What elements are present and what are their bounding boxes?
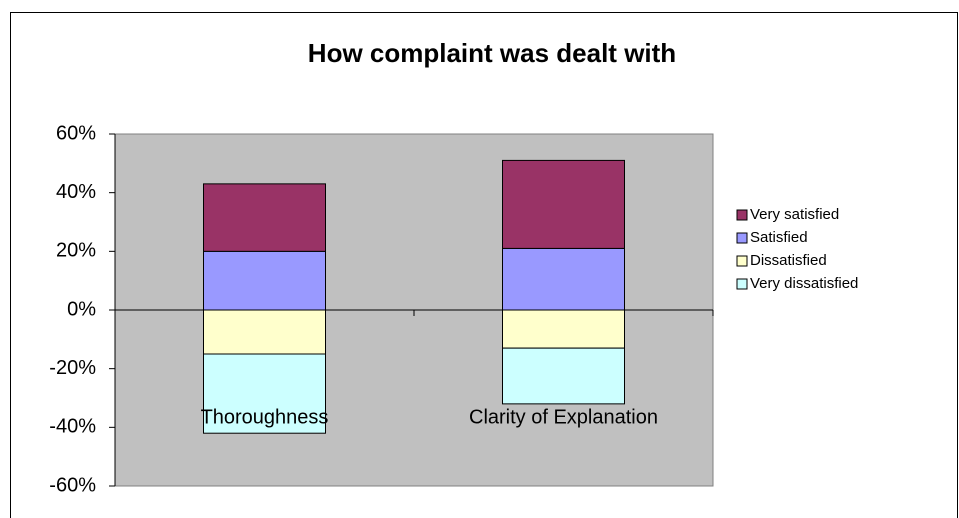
y-tick-label: 20%	[56, 240, 96, 262]
y-tick-label: -60%	[49, 474, 96, 496]
bar-segment	[203, 309, 326, 355]
bar-segment	[203, 250, 326, 311]
legend-label: Dissatisfied	[750, 252, 827, 269]
legend-swatch	[736, 278, 748, 290]
bar-segment	[502, 159, 625, 249]
y-tick-label: 40%	[56, 181, 96, 203]
bar-segment	[203, 183, 326, 252]
legend-label: Very dissatisfied	[750, 275, 858, 292]
x-tick-label: Clarity of Explanation	[469, 406, 658, 428]
bar-segment	[203, 353, 326, 434]
bar-segment	[502, 347, 625, 405]
legend-swatch	[736, 209, 748, 221]
bar-segment	[502, 247, 625, 311]
x-tick-label: Thoroughness	[201, 406, 329, 428]
bar-segment	[502, 309, 625, 349]
legend-label: Satisfied	[750, 229, 808, 246]
y-tick-label: 60%	[56, 122, 96, 144]
y-tick-label: -40%	[49, 416, 96, 438]
legend-swatch	[736, 232, 748, 244]
y-tick-label: -20%	[49, 357, 96, 379]
legend-label: Very satisfied	[750, 206, 839, 223]
legend-swatch	[736, 255, 748, 267]
y-tick-label: 0%	[67, 298, 96, 320]
chart-title: How complaint was dealt with	[308, 38, 676, 68]
